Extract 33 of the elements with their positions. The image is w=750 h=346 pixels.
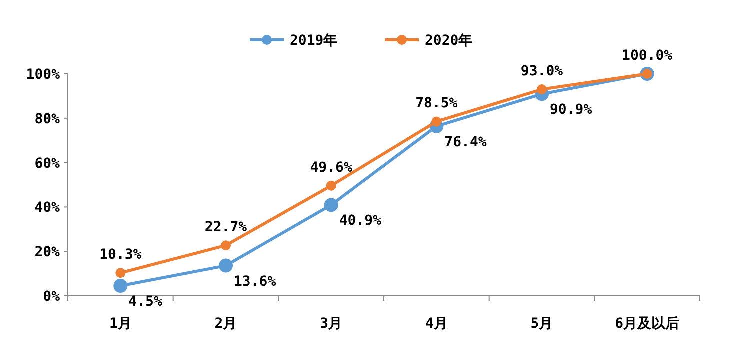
y-tick-label: 0% (43, 289, 61, 305)
y-tick-label: 60% (34, 156, 61, 172)
legend-label: 2019年 (290, 33, 338, 49)
y-tick-label: 20% (34, 244, 61, 261)
x-tick-label: 4月 (425, 316, 448, 332)
point (324, 198, 338, 212)
data-label: 100.0% (622, 48, 674, 64)
data-label: 90.9% (550, 102, 593, 118)
x-tick-label: 2月 (214, 316, 238, 332)
point (221, 240, 231, 251)
point (116, 268, 126, 278)
y-tick-label: 40% (34, 200, 61, 216)
data-label: 93.0% (520, 64, 564, 80)
point (432, 116, 442, 127)
y-tick-label: 100% (26, 67, 61, 83)
data-label: 40.9% (339, 213, 382, 230)
data-label: 10.3% (100, 247, 142, 264)
y-tick-label: 80% (34, 111, 61, 128)
x-tick-label: 6月及以后 (615, 315, 680, 332)
point (537, 84, 547, 95)
data-label: 78.5% (416, 96, 458, 112)
data-label: 76.4% (444, 134, 488, 150)
point (114, 279, 128, 294)
data-label: 22.7% (204, 220, 248, 236)
x-tick-label: 5月 (530, 316, 554, 332)
data-label: 49.6% (310, 160, 353, 176)
data-label: 4.5% (128, 294, 163, 310)
data-label: 13.6% (234, 274, 277, 290)
x-tick-label: 3月 (320, 316, 343, 332)
point (219, 258, 233, 273)
x-tick-label: 1月 (109, 316, 132, 332)
legend-label: 2020年 (425, 33, 473, 49)
point (326, 180, 336, 191)
